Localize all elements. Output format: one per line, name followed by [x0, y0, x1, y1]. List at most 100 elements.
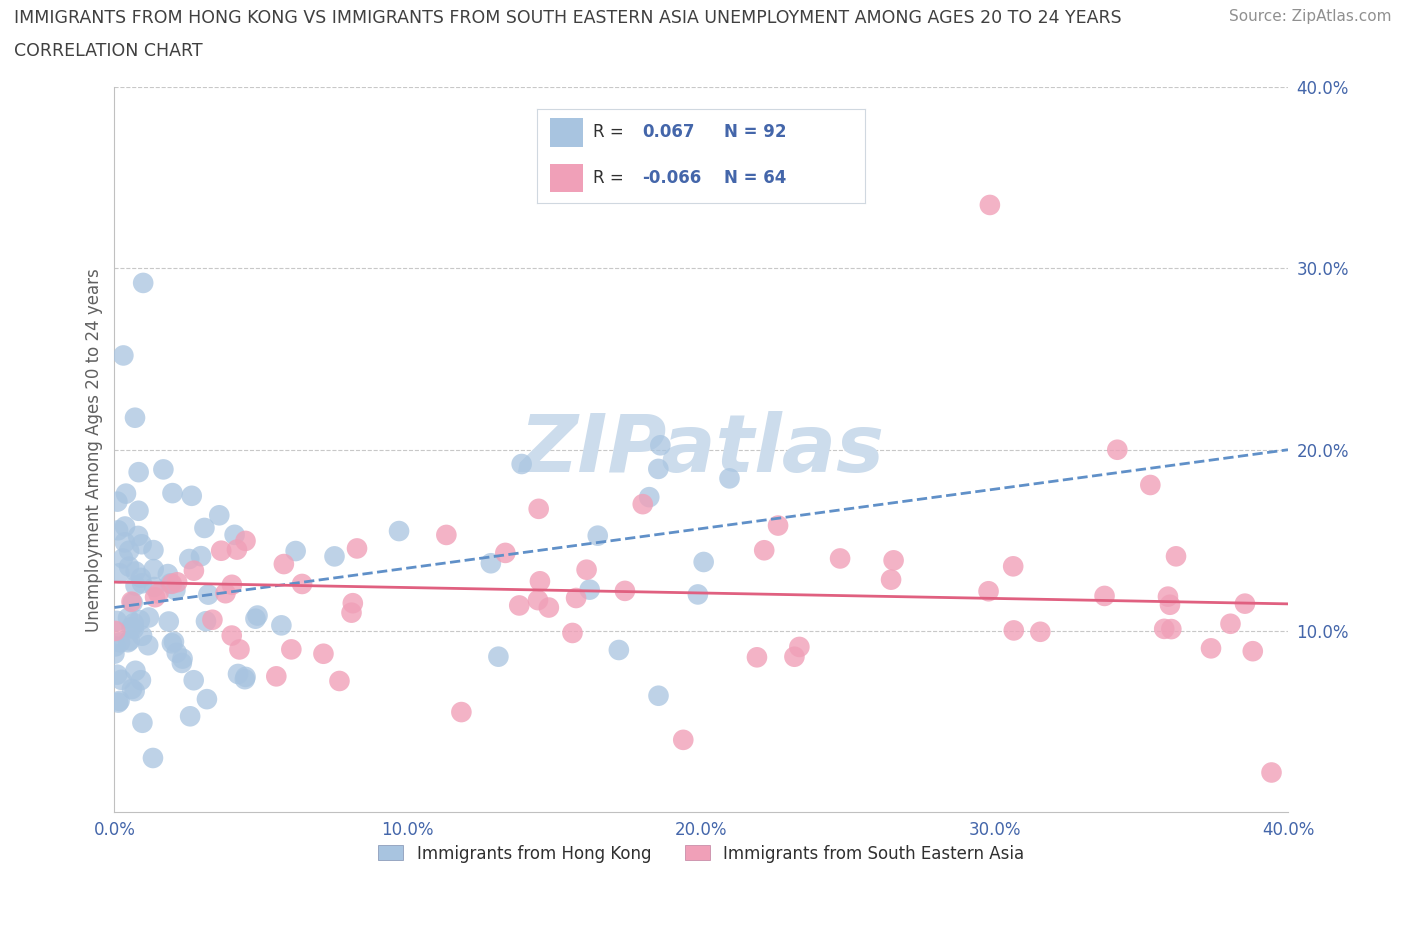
Point — [235, 534, 257, 549]
Point — [631, 497, 654, 512]
Point — [128, 503, 150, 518]
Point — [129, 570, 152, 585]
Point — [131, 715, 153, 730]
Point — [104, 623, 127, 638]
Point — [1233, 596, 1256, 611]
Point — [328, 673, 350, 688]
Point — [486, 649, 509, 664]
Point — [201, 612, 224, 627]
Point — [1164, 549, 1187, 564]
Point — [121, 595, 143, 610]
Point — [121, 594, 143, 609]
Point — [754, 543, 776, 558]
Point — [179, 709, 201, 724]
Point — [136, 638, 159, 653]
Point — [195, 692, 218, 707]
Point — [208, 508, 231, 523]
Point — [578, 582, 600, 597]
Point — [586, 528, 609, 543]
Point — [170, 656, 193, 671]
Point — [672, 733, 695, 748]
Point — [143, 590, 166, 604]
Point — [224, 527, 246, 542]
Point — [132, 275, 155, 290]
Point — [142, 751, 165, 765]
Point — [508, 598, 530, 613]
Point — [638, 490, 661, 505]
Point — [228, 642, 250, 657]
Point — [270, 618, 292, 632]
Point — [131, 576, 153, 591]
Point — [1241, 644, 1264, 658]
Point — [273, 557, 295, 572]
Legend: Immigrants from Hong Kong, Immigrants from South Eastern Asia: Immigrants from Hong Kong, Immigrants fr… — [371, 838, 1031, 870]
Point — [340, 605, 363, 620]
Point — [148, 586, 170, 601]
Point — [190, 549, 212, 564]
Point — [131, 537, 153, 551]
Point — [129, 672, 152, 687]
Point — [214, 586, 236, 601]
Point — [122, 616, 145, 631]
Point — [979, 197, 1001, 212]
Point — [1160, 621, 1182, 636]
Point — [193, 521, 215, 536]
Point — [342, 596, 364, 611]
Point — [118, 559, 141, 574]
Point — [1199, 641, 1222, 656]
Point — [118, 633, 141, 648]
Point — [112, 348, 135, 363]
Point — [197, 587, 219, 602]
Point — [128, 613, 150, 628]
Text: IMMIGRANTS FROM HONG KONG VS IMMIGRANTS FROM SOUTH EASTERN ASIA UNEMPLOYMENT AMO: IMMIGRANTS FROM HONG KONG VS IMMIGRANTS … — [14, 9, 1122, 27]
Point — [121, 682, 143, 697]
Point — [183, 672, 205, 687]
Point — [107, 523, 129, 538]
Point — [194, 614, 217, 629]
Point — [117, 635, 139, 650]
Point — [180, 488, 202, 503]
Point — [157, 614, 180, 629]
Text: CORRELATION CHART: CORRELATION CHART — [14, 42, 202, 60]
Point — [107, 494, 129, 509]
Point — [209, 543, 232, 558]
Point — [607, 643, 630, 658]
Point — [117, 611, 139, 626]
Point — [246, 608, 269, 623]
Point — [221, 578, 243, 592]
Point — [127, 528, 149, 543]
Point — [1094, 589, 1116, 604]
Point — [789, 640, 811, 655]
Point — [183, 564, 205, 578]
Point — [1002, 559, 1025, 574]
Point — [280, 642, 302, 657]
Point — [312, 646, 335, 661]
Point — [142, 543, 165, 558]
Point — [647, 688, 669, 703]
Point — [1107, 443, 1129, 458]
Point — [510, 457, 533, 472]
Point — [160, 577, 183, 591]
Point — [103, 646, 125, 661]
Point — [114, 519, 136, 534]
Point — [1029, 624, 1052, 639]
Point — [124, 663, 146, 678]
Point — [718, 471, 741, 485]
Point — [110, 672, 132, 687]
Point — [266, 669, 288, 684]
Point — [1002, 623, 1025, 638]
Point — [880, 572, 903, 587]
Point — [575, 563, 598, 578]
Point — [977, 584, 1000, 599]
Point — [1153, 621, 1175, 636]
Text: Source: ZipAtlas.com: Source: ZipAtlas.com — [1229, 9, 1392, 24]
Point — [156, 566, 179, 581]
Point — [166, 575, 188, 590]
Point — [128, 465, 150, 480]
Point — [388, 524, 411, 538]
Point — [160, 636, 183, 651]
Point — [1157, 590, 1180, 604]
Point — [122, 621, 145, 636]
Point — [152, 462, 174, 477]
Point — [494, 546, 516, 561]
